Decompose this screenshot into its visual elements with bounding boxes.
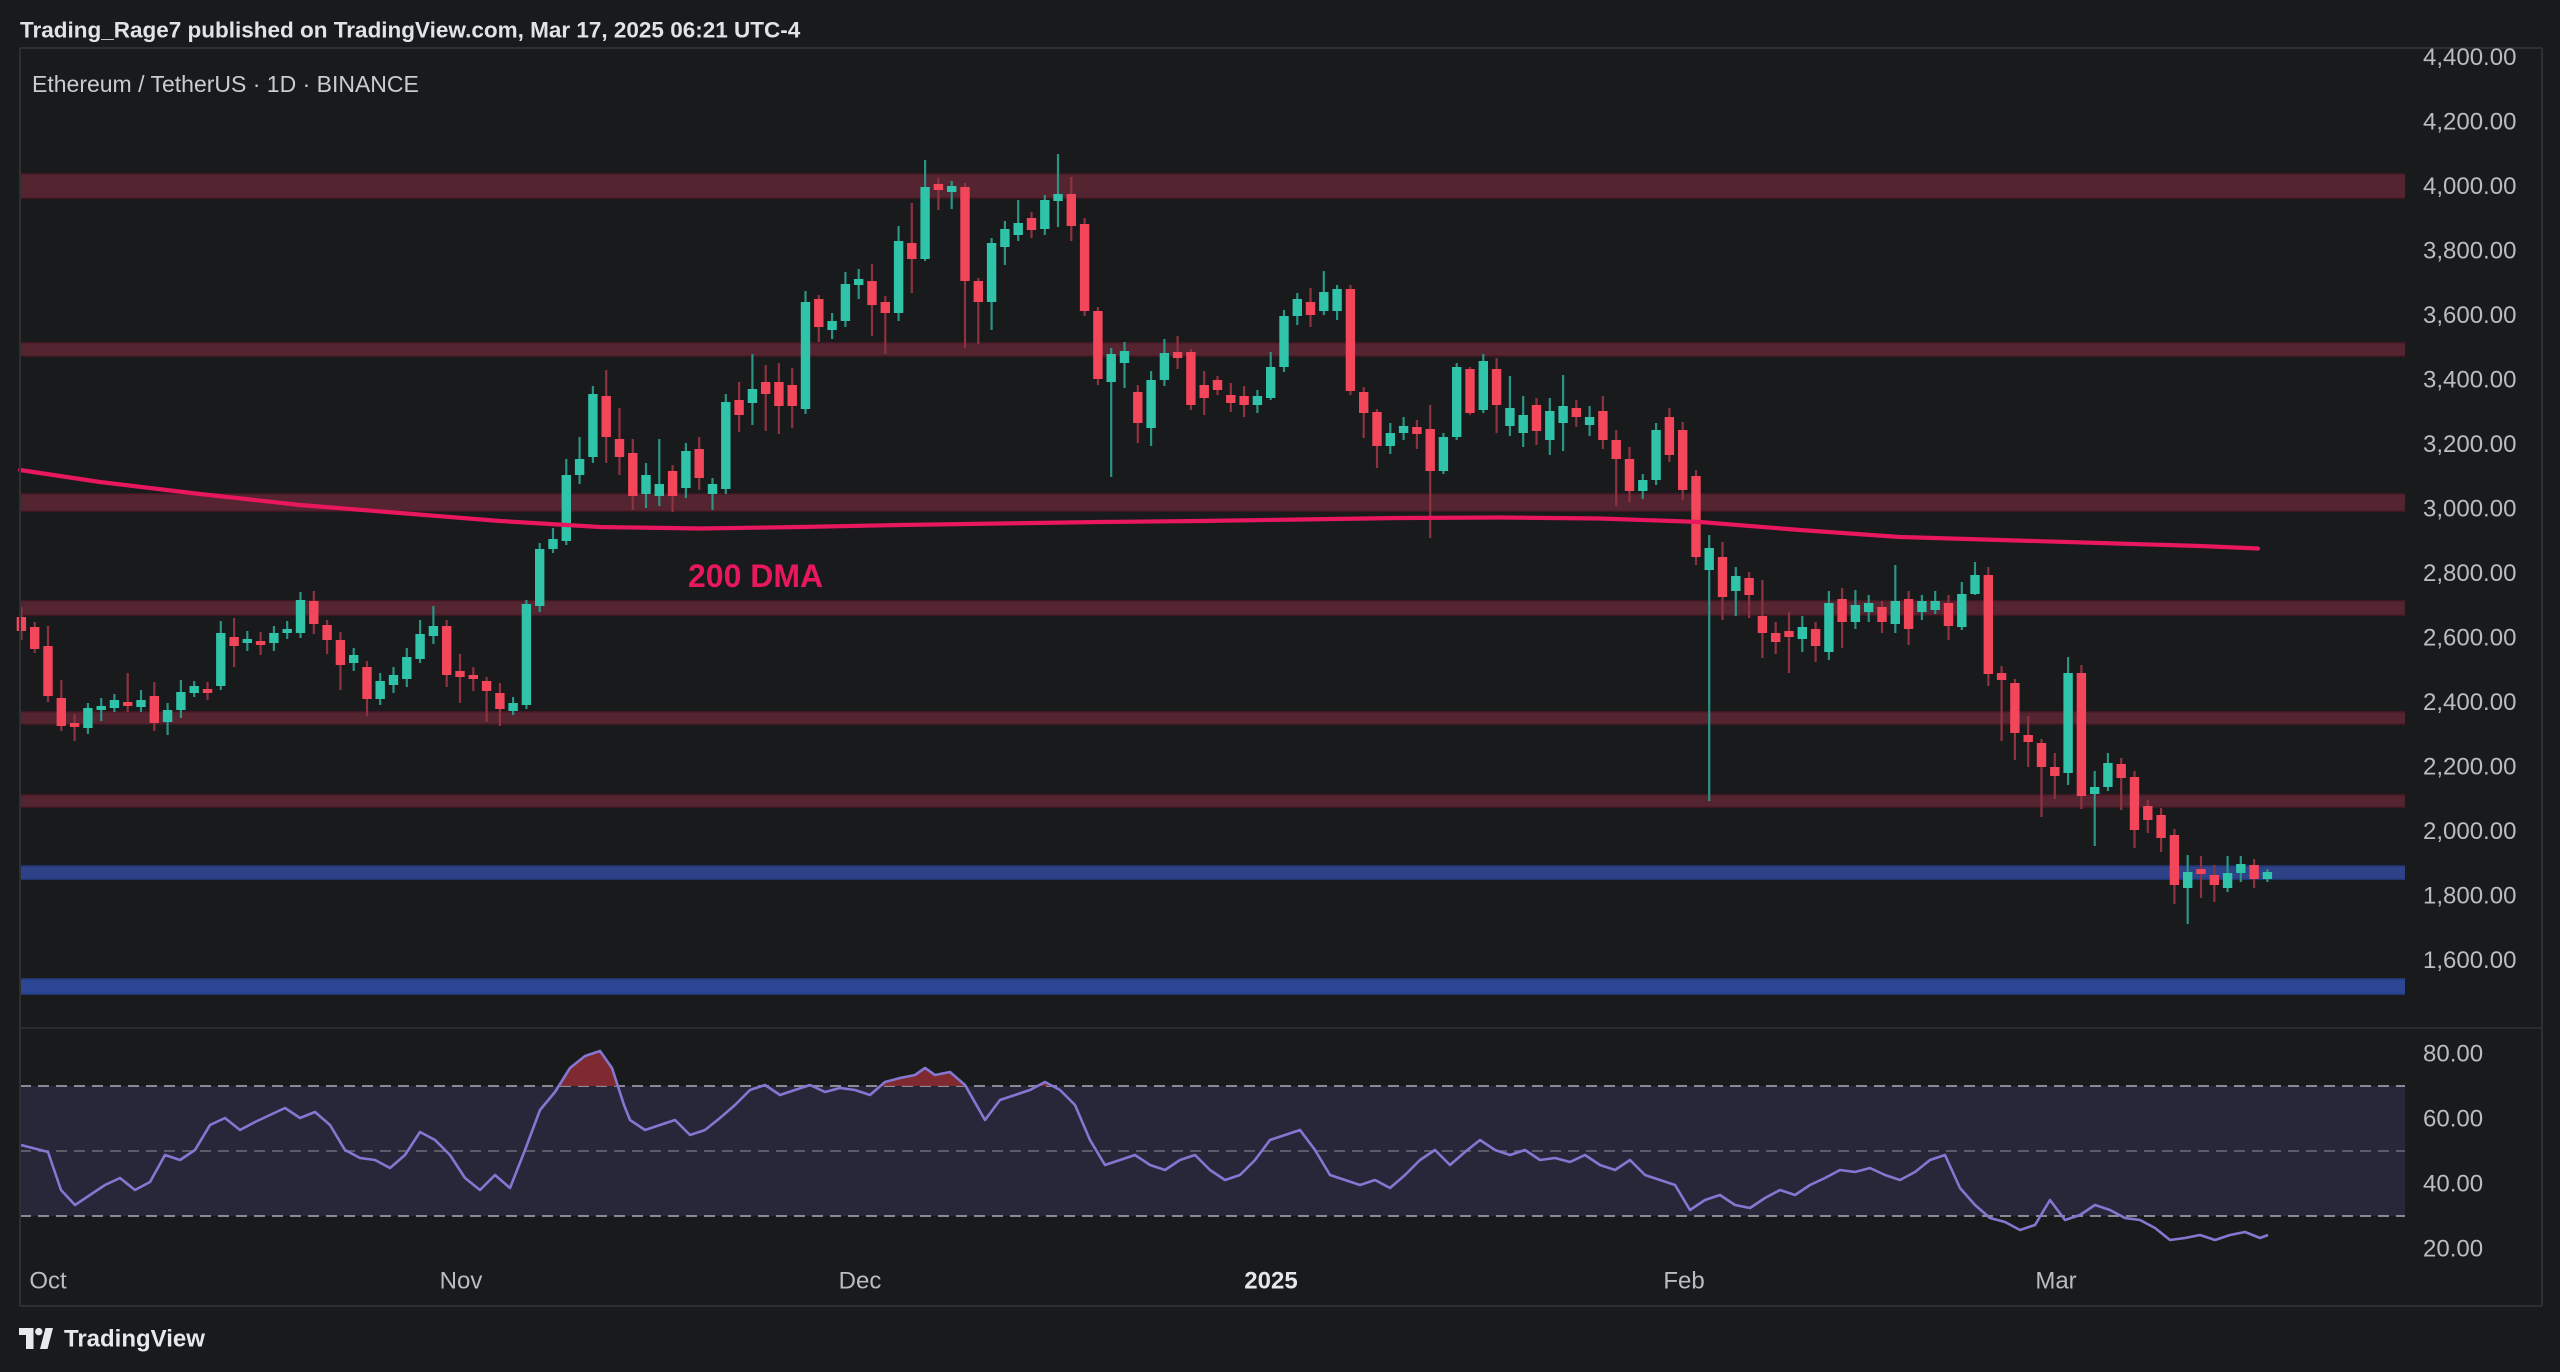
svg-text:4,000.00: 4,000.00 (2423, 173, 2516, 200)
svg-text:1,600.00: 1,600.00 (2423, 947, 2516, 974)
svg-text:Feb: Feb (1663, 1268, 1704, 1295)
svg-text:60.00: 60.00 (2423, 1106, 2483, 1133)
svg-text:2025: 2025 (1244, 1268, 1297, 1295)
svg-text:20.00: 20.00 (2423, 1236, 2483, 1263)
svg-text:3,200.00: 3,200.00 (2423, 431, 2516, 458)
svg-text:4,200.00: 4,200.00 (2423, 109, 2516, 136)
svg-text:Dec: Dec (839, 1268, 882, 1295)
svg-text:3,600.00: 3,600.00 (2423, 302, 2516, 329)
svg-text:Nov: Nov (440, 1268, 483, 1295)
svg-text:2,200.00: 2,200.00 (2423, 754, 2516, 781)
svg-text:80.00: 80.00 (2423, 1041, 2483, 1068)
svg-text:Mar: Mar (2035, 1268, 2076, 1295)
svg-text:2,000.00: 2,000.00 (2423, 818, 2516, 845)
svg-text:3,000.00: 3,000.00 (2423, 496, 2516, 523)
svg-text:TradingView: TradingView (64, 1326, 205, 1353)
svg-text:4,400.00: 4,400.00 (2423, 44, 2516, 71)
svg-text:3,400.00: 3,400.00 (2423, 367, 2516, 394)
svg-text:Ethereum / TetherUS · 1D · BIN: Ethereum / TetherUS · 1D · BINANCE (32, 71, 419, 97)
svg-text:2,800.00: 2,800.00 (2423, 560, 2516, 587)
svg-text:2,400.00: 2,400.00 (2423, 689, 2516, 716)
svg-text:2,600.00: 2,600.00 (2423, 625, 2516, 652)
svg-text:Trading_Rage7 published on Tra: Trading_Rage7 published on TradingView.c… (20, 18, 801, 43)
svg-text:200 DMA: 200 DMA (688, 558, 823, 594)
svg-text:1,800.00: 1,800.00 (2423, 883, 2516, 910)
svg-text:3,800.00: 3,800.00 (2423, 238, 2516, 265)
svg-text:Oct: Oct (29, 1268, 67, 1295)
svg-text:40.00: 40.00 (2423, 1171, 2483, 1198)
